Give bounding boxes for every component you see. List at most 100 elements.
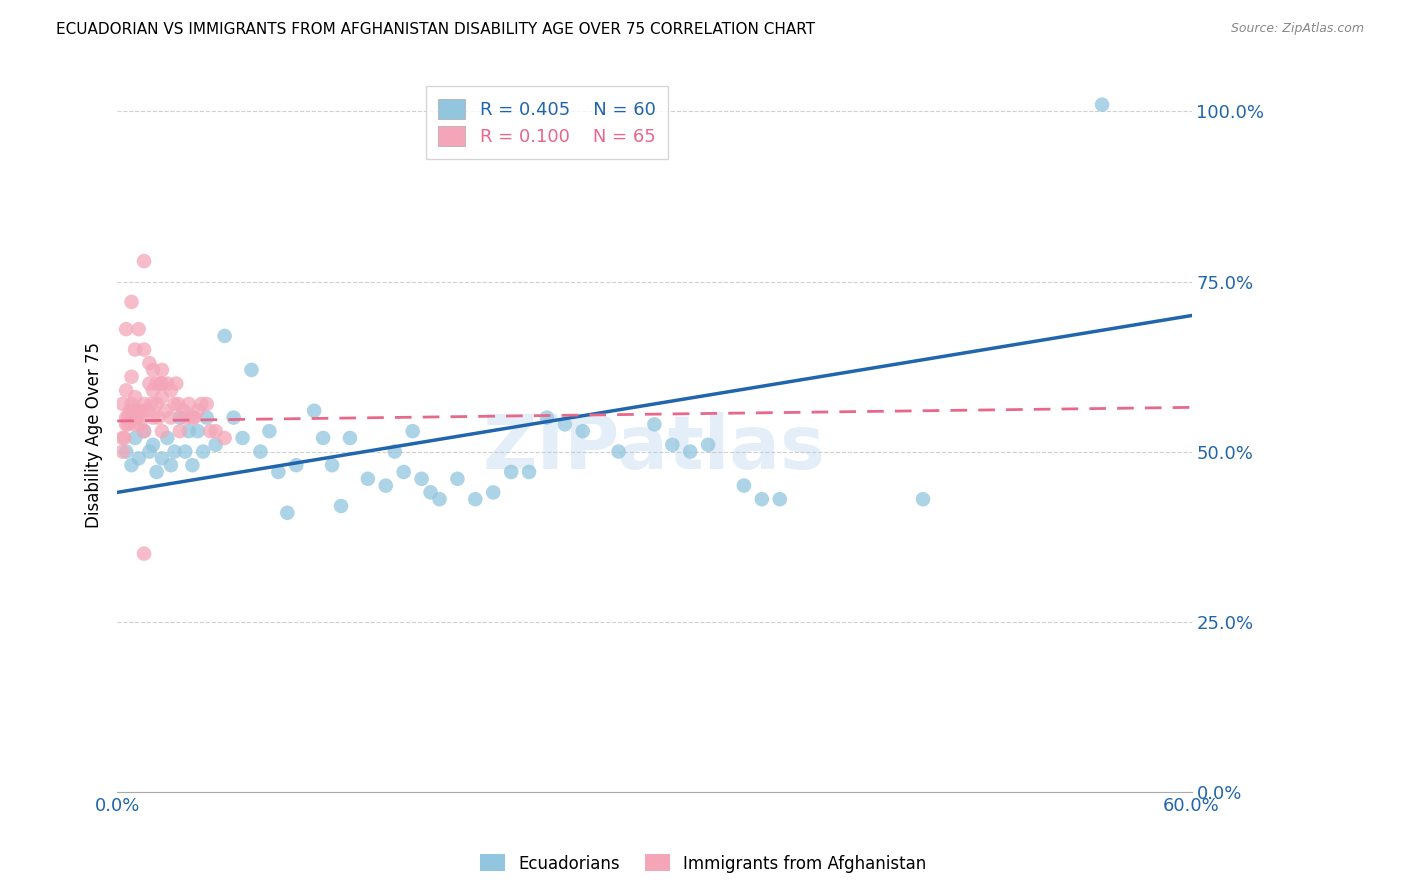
Point — [115, 444, 138, 458]
Point — [446, 472, 468, 486]
Point — [214, 329, 236, 343]
Point — [174, 444, 197, 458]
Point — [232, 431, 254, 445]
Point — [131, 403, 153, 417]
Point — [661, 438, 683, 452]
Point — [132, 397, 155, 411]
Point — [165, 376, 187, 391]
Point — [374, 478, 396, 492]
Point — [392, 465, 415, 479]
Point — [121, 294, 143, 309]
Point — [128, 322, 150, 336]
Point — [190, 397, 212, 411]
Point — [149, 376, 172, 391]
Point — [142, 384, 165, 398]
Point — [285, 458, 308, 473]
Point — [163, 444, 186, 458]
Point — [115, 410, 138, 425]
Point — [501, 465, 523, 479]
Point — [145, 397, 167, 411]
Legend: R = 0.405    N = 60, R = 0.100    N = 65: R = 0.405 N = 60, R = 0.100 N = 65 — [426, 87, 668, 159]
Point — [121, 410, 143, 425]
Point — [115, 384, 138, 398]
Point — [122, 410, 145, 425]
Point — [122, 403, 145, 417]
Point — [136, 403, 159, 417]
Point — [733, 478, 755, 492]
Point — [145, 465, 167, 479]
Point — [302, 403, 325, 417]
Point — [145, 376, 167, 391]
Point — [121, 369, 143, 384]
Point — [183, 410, 205, 425]
Point — [124, 390, 146, 404]
Point — [129, 417, 152, 432]
Point — [384, 444, 406, 458]
Point — [769, 492, 792, 507]
Point — [429, 492, 451, 507]
Point — [464, 492, 486, 507]
Point — [111, 444, 134, 458]
Point — [150, 424, 173, 438]
Point — [911, 492, 934, 507]
Point — [163, 397, 186, 411]
Point — [181, 458, 204, 473]
Point — [195, 397, 218, 411]
Point — [181, 410, 204, 425]
Point — [401, 424, 423, 438]
Point — [554, 417, 576, 432]
Point — [204, 424, 226, 438]
Point — [160, 384, 183, 398]
Point — [121, 458, 143, 473]
Point — [240, 363, 263, 377]
Point — [115, 417, 138, 432]
Text: ECUADORIAN VS IMMIGRANTS FROM AFGHANISTAN DISABILITY AGE OVER 75 CORRELATION CHA: ECUADORIAN VS IMMIGRANTS FROM AFGHANISTA… — [56, 22, 815, 37]
Point — [138, 356, 160, 370]
Point — [571, 424, 593, 438]
Point — [482, 485, 505, 500]
Point — [132, 343, 155, 357]
Point — [167, 397, 190, 411]
Point — [419, 485, 441, 500]
Point — [169, 410, 191, 425]
Point — [142, 410, 165, 425]
Point — [156, 431, 179, 445]
Point — [276, 506, 298, 520]
Point — [155, 403, 177, 417]
Point — [150, 363, 173, 377]
Point — [177, 424, 200, 438]
Point — [177, 397, 200, 411]
Point — [222, 410, 245, 425]
Point — [132, 424, 155, 438]
Point — [111, 431, 134, 445]
Point — [156, 376, 179, 391]
Point — [128, 451, 150, 466]
Point — [128, 403, 150, 417]
Point — [751, 492, 773, 507]
Point — [141, 397, 163, 411]
Point — [142, 438, 165, 452]
Point — [200, 424, 222, 438]
Point — [191, 444, 214, 458]
Point — [111, 397, 134, 411]
Text: ZIPatlas: ZIPatlas — [484, 412, 825, 485]
Point — [169, 424, 191, 438]
Point — [187, 424, 209, 438]
Point — [132, 424, 155, 438]
Point — [267, 465, 290, 479]
Point — [150, 390, 173, 404]
Y-axis label: Disability Age Over 75: Disability Age Over 75 — [86, 342, 103, 527]
Point — [138, 444, 160, 458]
Point — [138, 376, 160, 391]
Point — [312, 431, 335, 445]
Point — [150, 376, 173, 391]
Point — [697, 438, 720, 452]
Point — [112, 431, 135, 445]
Point — [330, 499, 353, 513]
Point — [115, 322, 138, 336]
Point — [174, 410, 197, 425]
Point — [1091, 97, 1114, 112]
Point — [142, 363, 165, 377]
Point — [125, 410, 148, 425]
Text: Source: ZipAtlas.com: Source: ZipAtlas.com — [1230, 22, 1364, 36]
